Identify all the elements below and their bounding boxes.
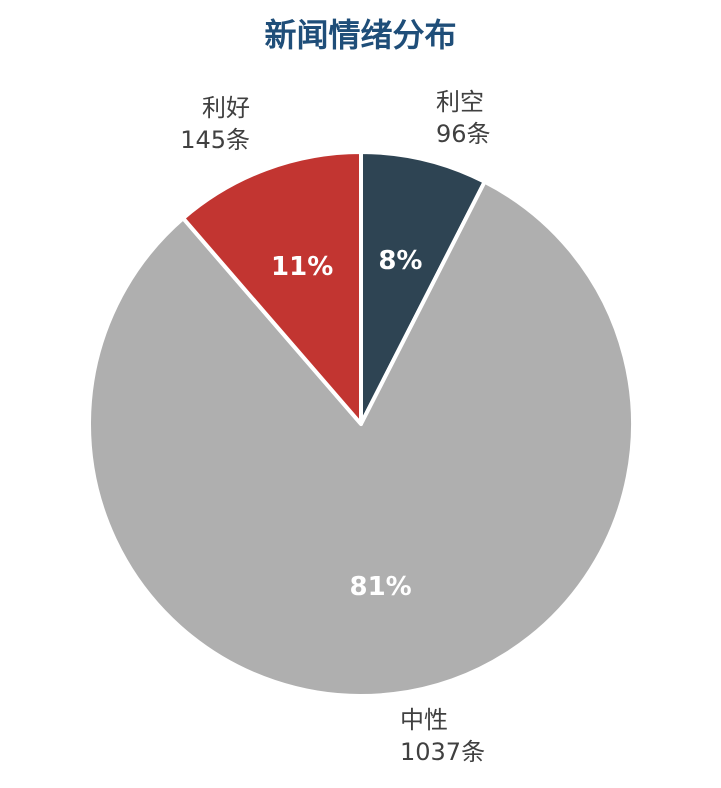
slice-percent-label: 11% <box>271 252 333 282</box>
pie-slice-2 <box>181 150 363 426</box>
slice-percent-label: 8% <box>378 246 422 276</box>
slice-category-label: 中性 1037条 <box>400 706 485 766</box>
slice-name: 利好 <box>202 94 250 122</box>
slice-category-label: 利好 145条 <box>180 94 250 154</box>
slice-count: 1037条 <box>400 738 485 766</box>
slice-category-label: 利空 96条 <box>436 88 491 148</box>
slice-name: 利空 <box>436 88 484 116</box>
pie-slice-0 <box>359 150 487 426</box>
slice-count: 145条 <box>180 126 250 154</box>
slice-percent-label: 81% <box>349 572 411 602</box>
pie-slice-1 <box>87 179 635 698</box>
chart-title: 新闻情绪分布 <box>264 16 457 54</box>
slice-name: 中性 <box>400 706 448 734</box>
slice-count: 96条 <box>436 120 491 148</box>
